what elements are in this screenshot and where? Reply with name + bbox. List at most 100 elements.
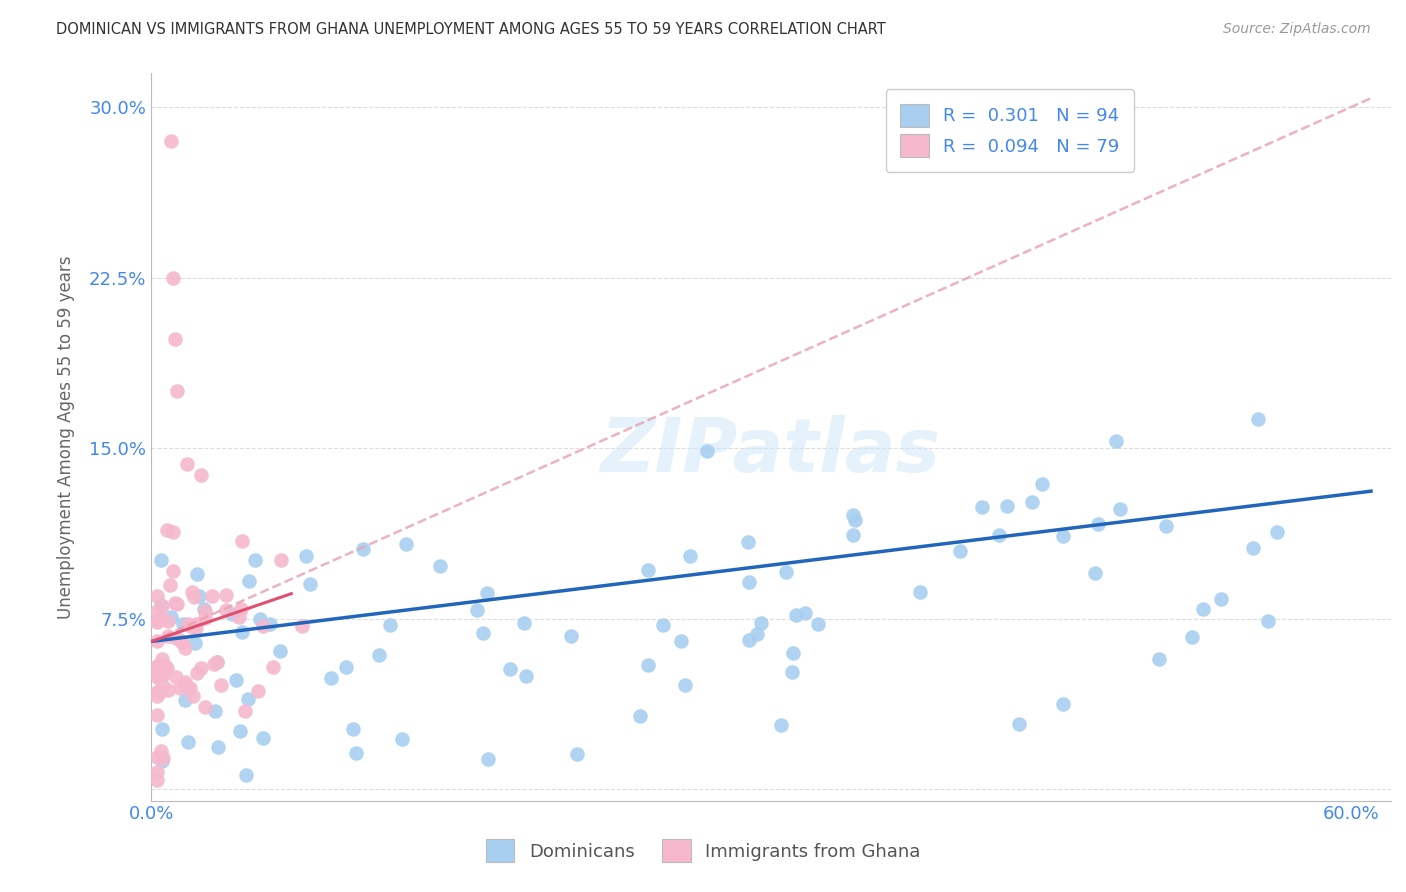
Point (1031, 476, 1053, 491)
Point (513, 616, 536, 631)
Point (166, 598, 188, 612)
Point (194, 610, 217, 624)
Point (675, 678, 697, 692)
Point (215, 588, 238, 602)
Point (299, 577, 322, 591)
Point (150, 598, 173, 612)
Point (174, 641, 197, 656)
Point (908, 585, 931, 599)
Point (153, 667, 176, 681)
Point (1052, 697, 1074, 711)
Point (228, 724, 250, 739)
Legend: Dominicans, Immigrants from Ghana: Dominicans, Immigrants from Ghana (478, 832, 928, 870)
Point (249, 612, 271, 626)
Point (150, 659, 173, 673)
Point (153, 665, 176, 679)
Point (335, 659, 357, 673)
Point (1147, 651, 1170, 665)
Point (295, 549, 318, 564)
Point (162, 524, 184, 539)
Point (231, 625, 253, 640)
Point (146, 633, 169, 648)
Point (146, 665, 169, 679)
Point (228, 610, 250, 624)
Point (243, 553, 266, 567)
Point (146, 750, 169, 764)
Point (204, 704, 226, 718)
Text: DOMINICAN VS IMMIGRANTS FROM GHANA UNEMPLOYMENT AMONG AGES 55 TO 59 YEARS CORREL: DOMINICAN VS IMMIGRANTS FROM GHANA UNEMP… (56, 22, 886, 37)
Point (152, 751, 174, 765)
Point (1257, 614, 1279, 628)
Point (988, 528, 1011, 542)
Point (972, 500, 994, 515)
Point (177, 617, 200, 632)
Point (165, 670, 187, 684)
Point (842, 528, 865, 542)
Point (163, 596, 186, 610)
Point (499, 662, 522, 676)
Point (205, 655, 228, 669)
Point (160, 134, 183, 148)
Point (146, 708, 169, 723)
Point (270, 553, 292, 567)
Point (1087, 517, 1109, 532)
Point (262, 660, 284, 674)
Point (344, 746, 367, 760)
Point (205, 655, 228, 669)
Point (471, 625, 494, 640)
Point (651, 617, 673, 632)
Point (156, 683, 179, 698)
Point (193, 602, 215, 616)
Point (1192, 602, 1215, 616)
Point (793, 606, 815, 620)
Point (368, 648, 391, 663)
Point (150, 612, 173, 626)
Point (1008, 716, 1031, 731)
Point (186, 567, 208, 582)
Point (231, 602, 253, 616)
Point (696, 443, 718, 458)
Point (149, 684, 172, 698)
Point (176, 457, 198, 471)
Point (146, 684, 169, 698)
Text: Source: ZipAtlas.com: Source: ZipAtlas.com (1223, 22, 1371, 37)
Point (252, 619, 274, 633)
Point (190, 468, 212, 483)
Point (173, 675, 195, 690)
Point (146, 615, 169, 629)
Point (1154, 519, 1177, 533)
Point (184, 636, 207, 650)
Point (291, 619, 314, 633)
Point (150, 744, 173, 758)
Point (186, 666, 208, 681)
Point (679, 549, 702, 563)
Point (156, 523, 179, 537)
Point (785, 608, 807, 623)
Point (429, 559, 451, 574)
Point (165, 631, 187, 645)
Point (170, 635, 193, 649)
Point (169, 681, 191, 695)
Point (187, 589, 209, 603)
Point (150, 722, 173, 736)
Point (806, 616, 828, 631)
Point (146, 614, 169, 628)
Point (202, 657, 225, 672)
Point (235, 768, 257, 782)
Point (1021, 495, 1043, 509)
Point (215, 602, 238, 616)
Point (174, 693, 197, 707)
Point (560, 628, 582, 642)
Point (515, 669, 537, 683)
Point (1108, 501, 1130, 516)
Point (565, 747, 588, 761)
Point (146, 660, 169, 674)
Point (321, 671, 343, 685)
Point (184, 621, 207, 635)
Point (152, 754, 174, 768)
Point (465, 603, 488, 617)
Point (162, 270, 184, 285)
Point (146, 690, 169, 704)
Point (233, 704, 256, 718)
Point (146, 670, 169, 684)
